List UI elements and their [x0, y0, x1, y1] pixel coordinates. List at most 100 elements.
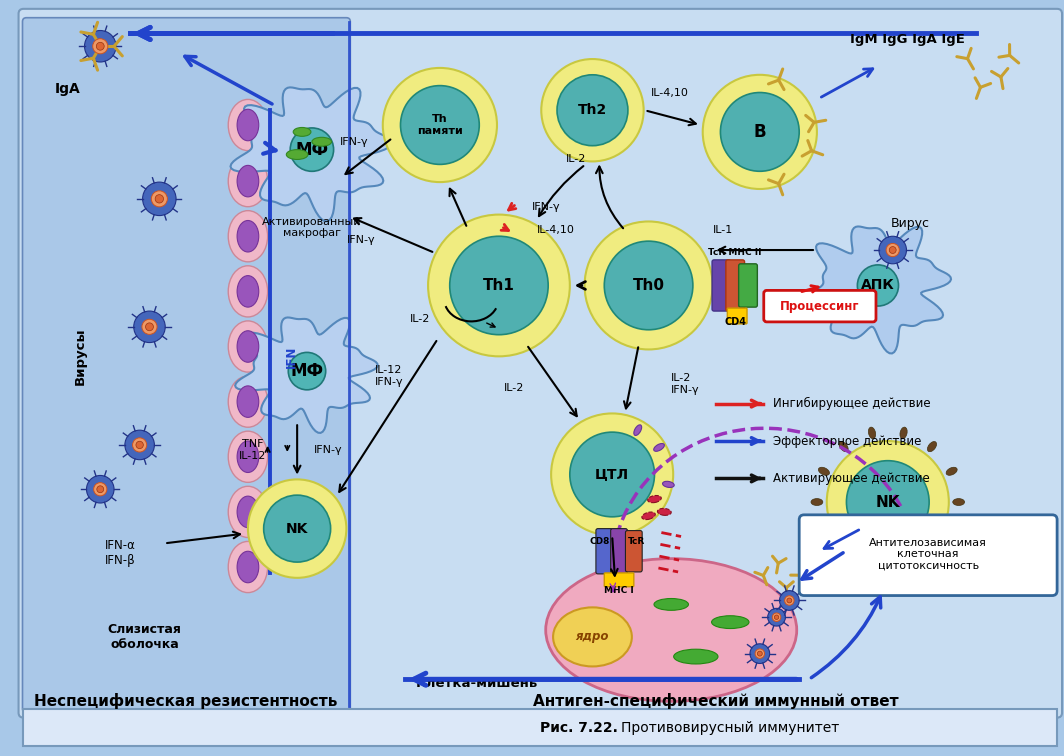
Text: Неспецифическая резистентность: Неспецифическая резистентность — [34, 693, 337, 709]
Text: IL-4,10: IL-4,10 — [537, 225, 575, 235]
Circle shape — [570, 432, 654, 517]
Text: Процессинг: Процессинг — [780, 299, 860, 313]
Ellipse shape — [868, 565, 876, 577]
Ellipse shape — [229, 541, 268, 593]
Ellipse shape — [237, 386, 259, 417]
Text: Эффекторное действие: Эффекторное действие — [772, 435, 921, 448]
PathPatch shape — [235, 318, 378, 433]
Ellipse shape — [811, 499, 822, 506]
Ellipse shape — [946, 528, 958, 537]
FancyBboxPatch shape — [604, 573, 634, 587]
Ellipse shape — [229, 156, 268, 206]
Ellipse shape — [839, 553, 848, 562]
Circle shape — [584, 222, 713, 349]
Ellipse shape — [229, 211, 268, 262]
Ellipse shape — [900, 427, 908, 438]
FancyBboxPatch shape — [728, 308, 747, 324]
Circle shape — [86, 476, 114, 503]
Circle shape — [290, 128, 334, 172]
Text: Th1: Th1 — [483, 278, 515, 293]
Circle shape — [97, 42, 104, 50]
FancyBboxPatch shape — [764, 290, 876, 322]
Circle shape — [886, 243, 899, 256]
Text: IL-2
IFN-γ: IL-2 IFN-γ — [671, 373, 700, 395]
Text: IgA: IgA — [55, 82, 81, 95]
Text: IFN-γ: IFN-γ — [347, 235, 376, 245]
Text: IL-2: IL-2 — [410, 314, 430, 324]
Text: Рис. 7.22.: Рис. 7.22. — [541, 721, 618, 736]
Text: IFN-γ: IFN-γ — [532, 202, 561, 212]
PathPatch shape — [803, 227, 951, 354]
Text: IFN-γ: IFN-γ — [314, 445, 343, 455]
Text: NK: NK — [286, 522, 309, 535]
FancyBboxPatch shape — [611, 528, 628, 574]
FancyBboxPatch shape — [738, 264, 758, 307]
Text: MHC I: MHC I — [604, 586, 634, 595]
Text: Антителозависимая
клеточная
цитотоксичность: Антителозависимая клеточная цитотоксично… — [869, 538, 987, 571]
Circle shape — [136, 442, 144, 448]
Text: TNF
IL-12: TNF IL-12 — [239, 439, 267, 460]
Text: TcR: TcR — [628, 537, 646, 546]
Ellipse shape — [900, 565, 908, 577]
Circle shape — [604, 241, 693, 330]
Circle shape — [775, 615, 779, 619]
Ellipse shape — [928, 442, 936, 452]
Ellipse shape — [229, 99, 268, 150]
Ellipse shape — [229, 486, 268, 538]
Text: ЦТЛ: ЦТЛ — [595, 467, 629, 482]
Ellipse shape — [286, 150, 307, 160]
Circle shape — [94, 482, 106, 496]
Text: IFN: IFN — [285, 345, 298, 367]
Circle shape — [97, 486, 103, 493]
Ellipse shape — [237, 110, 259, 141]
Circle shape — [755, 649, 765, 658]
Circle shape — [428, 215, 570, 356]
Circle shape — [151, 191, 167, 207]
Circle shape — [248, 479, 347, 578]
Text: ядро: ядро — [576, 631, 610, 643]
Text: Вирусы: Вирусы — [74, 327, 87, 385]
Text: Вирус: Вирус — [891, 217, 930, 230]
Circle shape — [787, 598, 792, 603]
Ellipse shape — [237, 551, 259, 583]
Text: TcR MHC II: TcR MHC II — [709, 249, 762, 258]
Ellipse shape — [658, 508, 671, 516]
Ellipse shape — [653, 444, 664, 451]
Text: IL-2: IL-2 — [566, 154, 586, 165]
Ellipse shape — [818, 467, 830, 476]
Circle shape — [551, 414, 674, 535]
Text: IL-12
IFN-γ: IL-12 IFN-γ — [375, 365, 403, 387]
Circle shape — [780, 590, 799, 610]
Ellipse shape — [229, 321, 268, 372]
Circle shape — [264, 495, 331, 562]
Ellipse shape — [634, 425, 642, 435]
Text: NK: NK — [876, 494, 900, 510]
Ellipse shape — [928, 553, 936, 562]
Circle shape — [879, 236, 907, 264]
Text: Активирующее действие: Активирующее действие — [772, 472, 929, 485]
Ellipse shape — [229, 266, 268, 317]
FancyBboxPatch shape — [712, 260, 731, 311]
Ellipse shape — [237, 221, 259, 252]
Ellipse shape — [946, 467, 958, 476]
FancyBboxPatch shape — [22, 17, 350, 713]
Circle shape — [155, 194, 164, 203]
Circle shape — [768, 609, 785, 626]
Ellipse shape — [868, 427, 876, 438]
Ellipse shape — [952, 499, 965, 506]
Circle shape — [288, 352, 326, 390]
Circle shape — [93, 39, 107, 54]
Text: МФ: МФ — [290, 362, 323, 380]
Text: IFN-γ: IFN-γ — [339, 137, 368, 147]
Text: IFN-α
IFN-β: IFN-α IFN-β — [104, 539, 135, 567]
Circle shape — [758, 651, 762, 656]
Ellipse shape — [546, 559, 797, 702]
Text: IL-1: IL-1 — [713, 225, 733, 235]
Circle shape — [827, 441, 949, 563]
Circle shape — [784, 596, 794, 606]
Ellipse shape — [712, 615, 749, 628]
Circle shape — [84, 30, 116, 62]
Circle shape — [124, 430, 154, 460]
Ellipse shape — [642, 512, 655, 519]
Ellipse shape — [237, 276, 259, 307]
